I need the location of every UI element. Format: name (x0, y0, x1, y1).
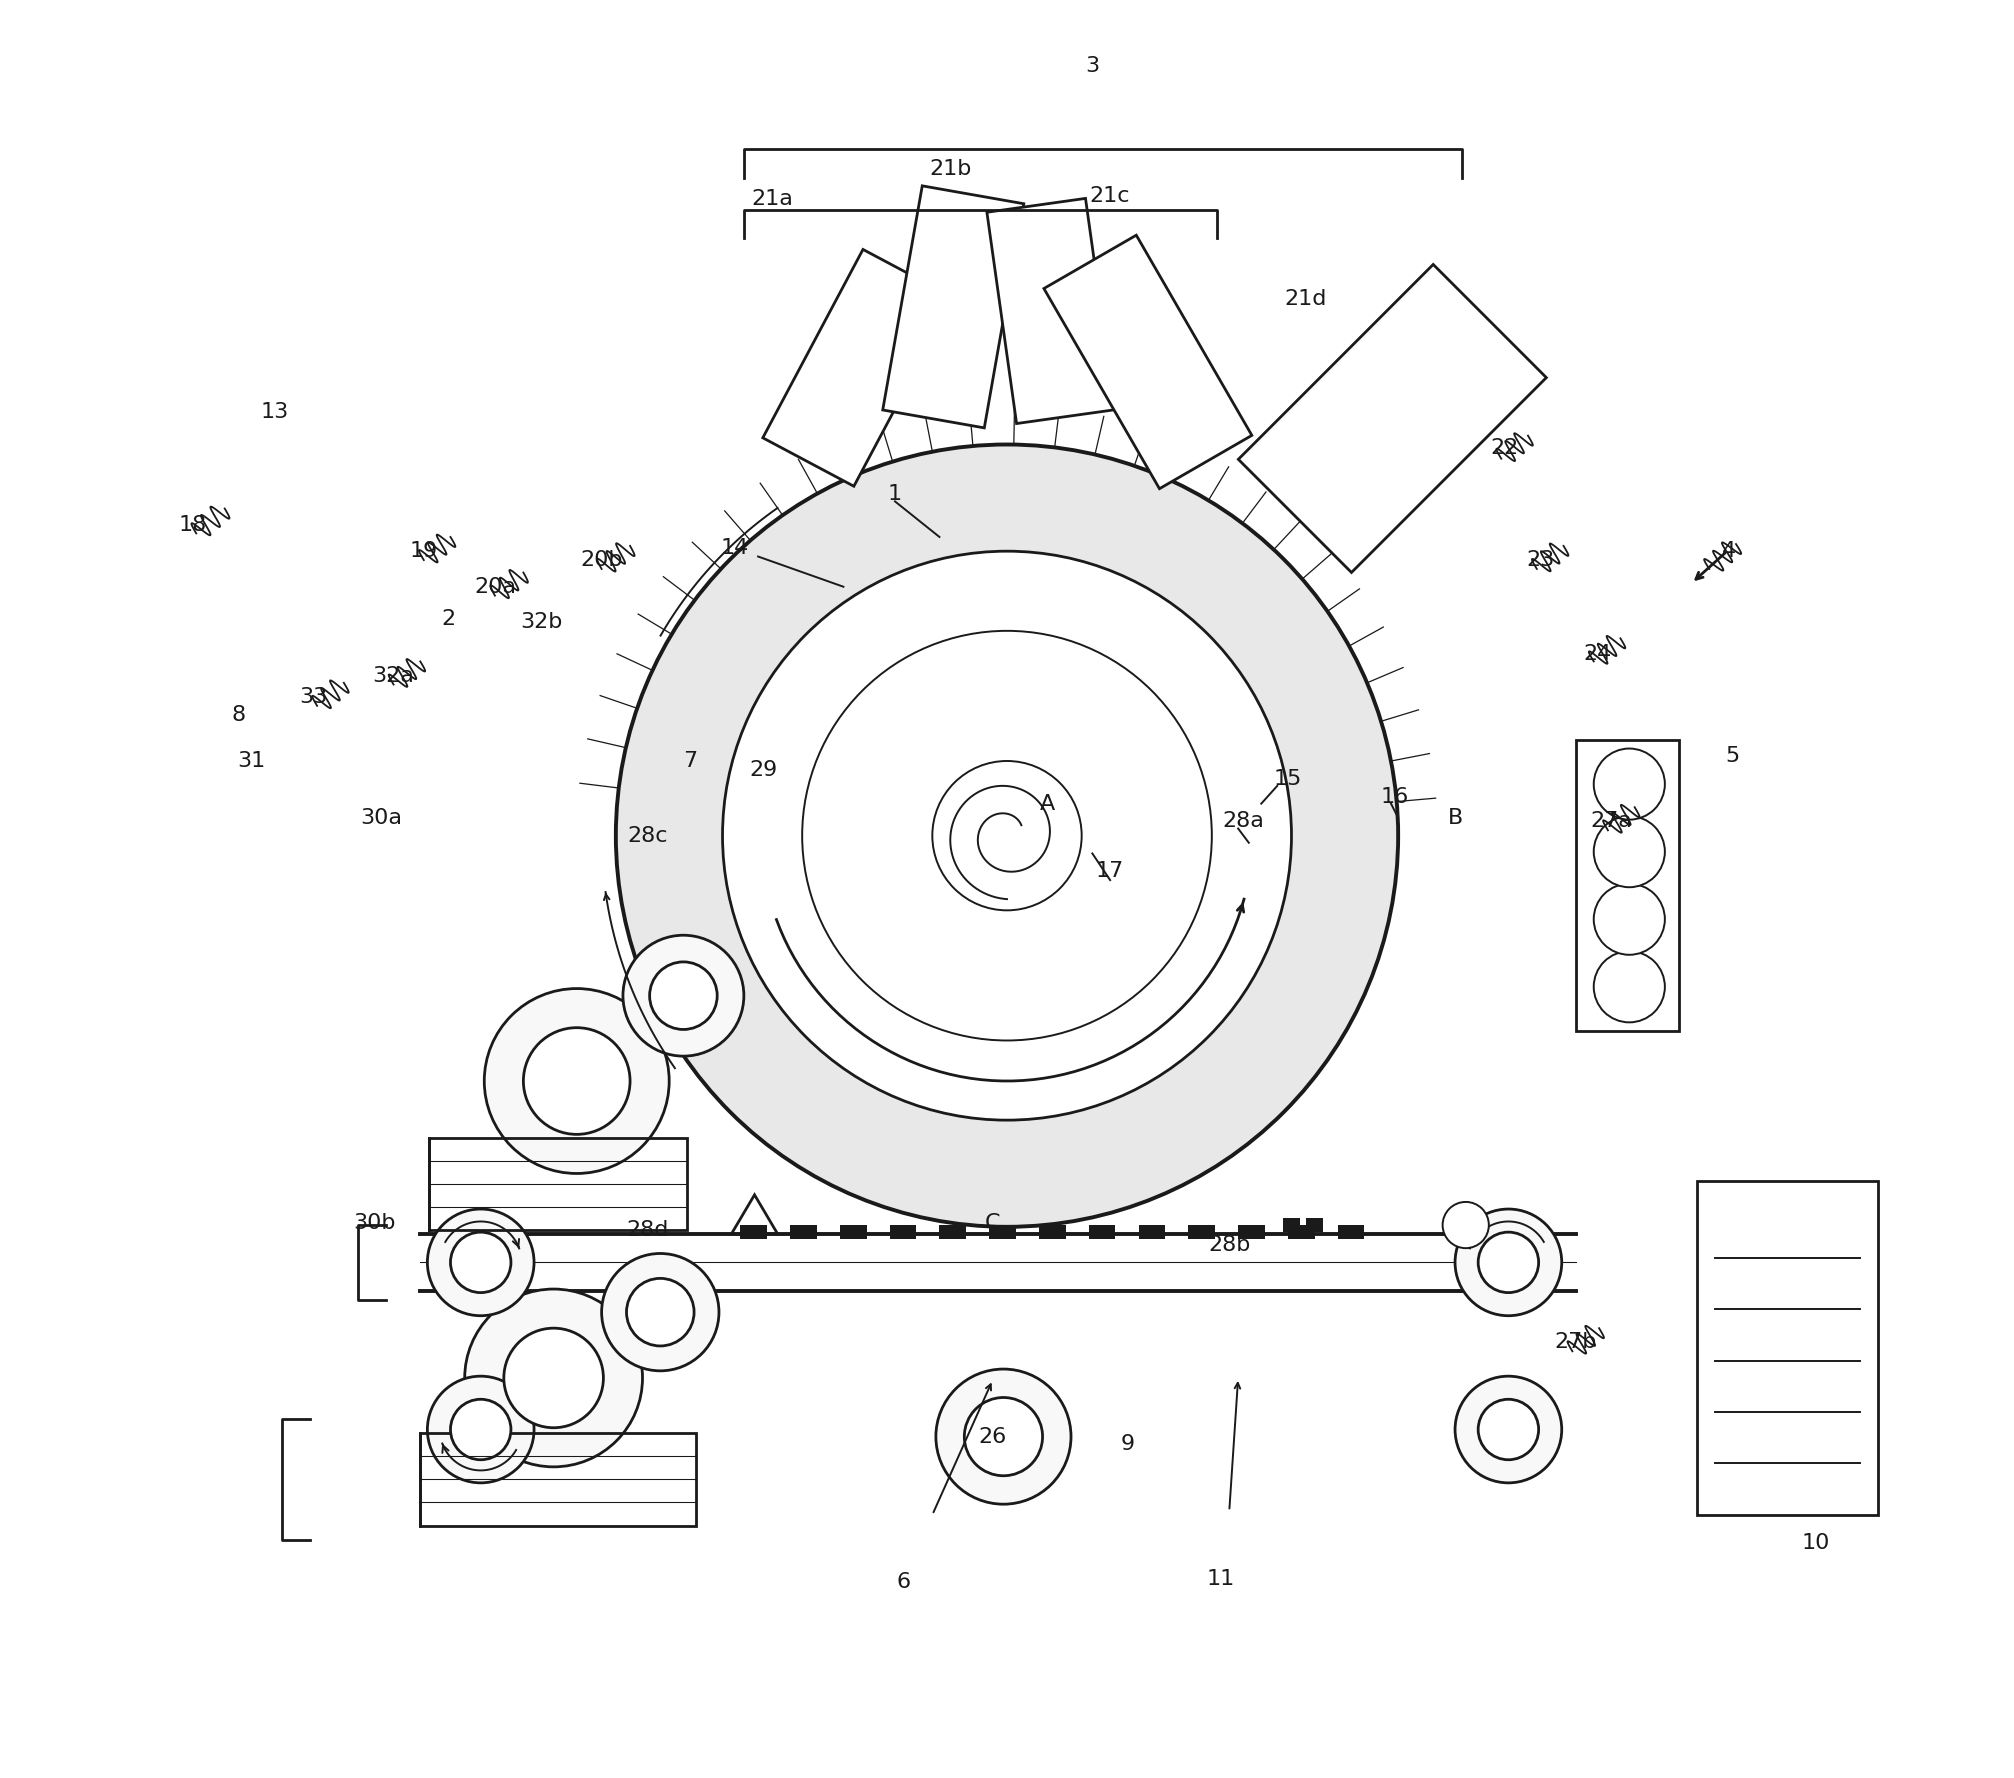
Text: 30b: 30b (352, 1213, 395, 1234)
Bar (1305, 1218, 1323, 1232)
Text: 31: 31 (238, 750, 266, 772)
Text: 13: 13 (260, 402, 288, 423)
Text: 18: 18 (179, 514, 207, 535)
Text: 22: 22 (1490, 437, 1519, 459)
Text: 24: 24 (1583, 644, 1611, 665)
Bar (1287, 1225, 1315, 1239)
Text: 21a: 21a (751, 188, 794, 210)
Text: 16: 16 (1380, 786, 1408, 807)
Text: 29: 29 (749, 759, 777, 781)
Circle shape (1593, 884, 1666, 955)
Text: 32a: 32a (373, 665, 415, 686)
Circle shape (626, 1278, 695, 1346)
Circle shape (524, 1028, 630, 1134)
Bar (1337, 1225, 1363, 1239)
Bar (939, 1225, 967, 1239)
Bar (1138, 1225, 1166, 1239)
Text: 2: 2 (441, 608, 455, 629)
Text: 21c: 21c (1090, 185, 1130, 206)
Circle shape (932, 761, 1082, 910)
Circle shape (1454, 1209, 1561, 1316)
Bar (1577, 740, 1680, 1031)
Circle shape (1454, 1376, 1561, 1483)
Text: 19: 19 (409, 541, 437, 562)
Circle shape (616, 444, 1398, 1227)
Text: 20b: 20b (580, 549, 622, 571)
Text: A: A (1041, 793, 1055, 814)
Circle shape (1442, 1202, 1488, 1248)
Text: C: C (985, 1213, 1001, 1234)
Circle shape (602, 1253, 719, 1371)
Bar (429, 1138, 687, 1230)
Circle shape (1593, 816, 1666, 887)
Text: 5: 5 (1726, 745, 1740, 766)
Text: 14: 14 (721, 537, 749, 558)
Polygon shape (1239, 265, 1547, 573)
Circle shape (483, 989, 669, 1173)
Text: 17: 17 (1096, 861, 1124, 882)
Text: 21d: 21d (1285, 288, 1327, 309)
Text: 6: 6 (896, 1572, 910, 1593)
Circle shape (723, 551, 1291, 1120)
Circle shape (651, 962, 717, 1029)
Text: 4: 4 (1722, 541, 1736, 562)
Circle shape (1478, 1399, 1539, 1460)
Bar (989, 1225, 1015, 1239)
Bar (840, 1225, 866, 1239)
Circle shape (802, 631, 1212, 1040)
Circle shape (465, 1289, 642, 1467)
Circle shape (1593, 951, 1666, 1022)
Text: 28d: 28d (626, 1220, 669, 1241)
Bar (1239, 1225, 1265, 1239)
Bar (1039, 1225, 1065, 1239)
Circle shape (622, 935, 743, 1056)
Text: B: B (1448, 807, 1462, 829)
Circle shape (1478, 1232, 1539, 1293)
Text: 9: 9 (1122, 1433, 1136, 1454)
Circle shape (504, 1328, 604, 1428)
Text: 27a: 27a (1591, 811, 1633, 832)
Polygon shape (882, 187, 1023, 428)
Circle shape (937, 1369, 1071, 1504)
Text: 27b: 27b (1555, 1332, 1597, 1353)
Text: 23: 23 (1527, 549, 1555, 571)
Text: 7: 7 (683, 750, 697, 772)
Text: 21b: 21b (928, 158, 971, 180)
Text: 15: 15 (1273, 768, 1303, 789)
Bar (789, 1225, 818, 1239)
Text: 26: 26 (979, 1426, 1007, 1447)
Text: 28b: 28b (1208, 1234, 1251, 1255)
Polygon shape (987, 199, 1116, 423)
Bar (741, 1225, 767, 1239)
Text: 10: 10 (1803, 1533, 1831, 1554)
Circle shape (427, 1376, 534, 1483)
Circle shape (965, 1398, 1043, 1476)
Circle shape (1593, 749, 1666, 820)
Text: 30a: 30a (361, 807, 403, 829)
Bar (1188, 1225, 1214, 1239)
Circle shape (451, 1399, 512, 1460)
Bar (1283, 1218, 1301, 1232)
Text: 8: 8 (232, 704, 246, 725)
Text: 33: 33 (300, 686, 328, 708)
Polygon shape (1043, 235, 1253, 489)
Text: 32b: 32b (520, 612, 562, 633)
Text: 11: 11 (1206, 1568, 1235, 1590)
Bar (890, 1225, 916, 1239)
Circle shape (427, 1209, 534, 1316)
Polygon shape (763, 249, 955, 485)
Text: 28a: 28a (1222, 811, 1265, 832)
Bar (1698, 1181, 1879, 1515)
Bar (1090, 1225, 1116, 1239)
Text: 1: 1 (888, 484, 902, 505)
Circle shape (451, 1232, 512, 1293)
Bar (421, 1433, 697, 1526)
Text: 20a: 20a (473, 576, 516, 597)
Text: 3: 3 (1086, 55, 1100, 76)
Text: 28c: 28c (628, 825, 669, 846)
